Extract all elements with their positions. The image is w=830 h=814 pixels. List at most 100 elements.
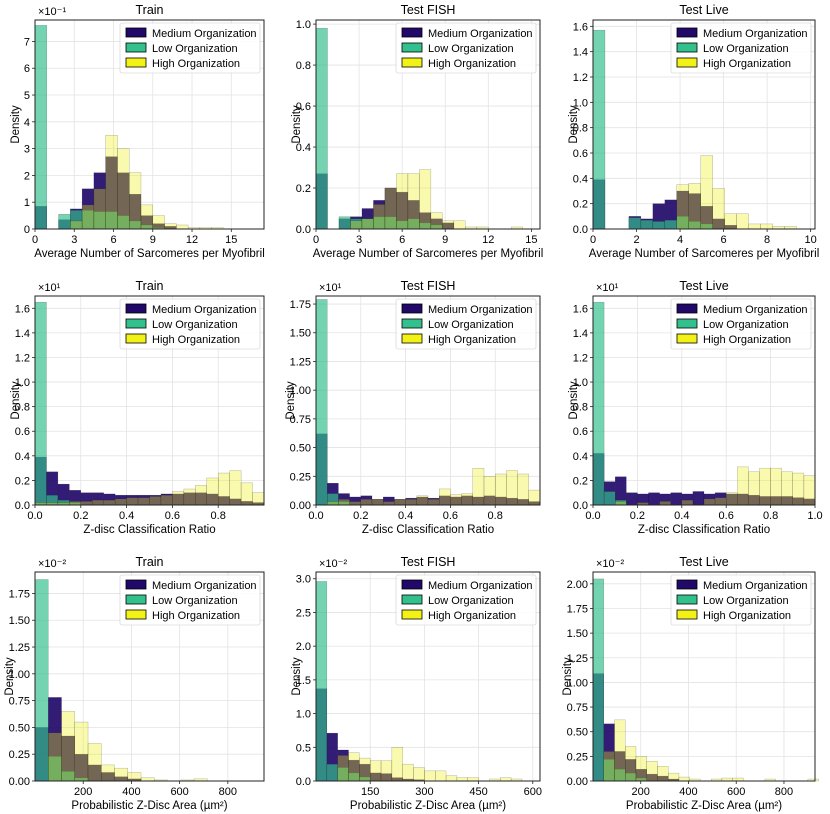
x-tick-label: 450 xyxy=(469,786,487,798)
y-tick-label: 5 xyxy=(24,90,30,102)
bar-low xyxy=(326,763,338,782)
chart-title: Train xyxy=(135,279,163,293)
x-tick-label: 8 xyxy=(764,234,770,246)
y-tick-label: 0.75 xyxy=(9,696,30,708)
bar-high xyxy=(195,485,207,506)
legend-swatch-high xyxy=(401,57,423,68)
y-tick-label: 0.75 xyxy=(567,702,588,714)
x-tick-label: 0.0 xyxy=(308,510,323,522)
bar-high xyxy=(371,499,384,506)
x-tick-label: 0.4 xyxy=(674,510,689,522)
legend-swatch-low xyxy=(125,594,147,605)
legend: Medium Organization Low Organization High … xyxy=(395,574,537,626)
bar-high xyxy=(635,756,647,782)
x-tick-label: 0 xyxy=(32,234,38,246)
bar-high xyxy=(402,763,414,782)
y-tick-label: 2.0 xyxy=(296,641,311,653)
chart-panel-4: 0.0 0.2 0.4 0.6 0.8 0.0 0.2 0.4 0.6 0.8 1.0 1.2 1.4 1… xyxy=(10,279,265,536)
bar-high xyxy=(384,187,397,230)
bar-high xyxy=(445,775,458,782)
bar-high xyxy=(453,220,466,230)
chart-panel-6: 0.0 0.2 0.4 0.6 0.8 1.0 0.0 0.2 0.4 0.6 0.8 1.0 1.2 1… xyxy=(568,279,823,536)
y-tick-label: 0.8 xyxy=(573,123,588,135)
legend-swatch-low xyxy=(401,594,423,605)
bar-high xyxy=(176,224,189,230)
bar-high xyxy=(676,184,689,230)
y-tick-label: 1.50 xyxy=(290,328,311,340)
y-axis-label: Density xyxy=(291,105,303,144)
x-tick-label: 0.6 xyxy=(165,510,180,522)
bar-high xyxy=(781,471,794,506)
legend-swatch-medium xyxy=(401,303,423,314)
legend: Medium Organization Low Organization High … xyxy=(119,298,261,350)
bar-high xyxy=(435,770,447,782)
y-tick-label: 1.75 xyxy=(9,588,30,600)
chart-title: Test Live xyxy=(679,279,728,293)
y-tick-label: 1.5 xyxy=(296,675,311,687)
legend-box xyxy=(670,298,812,350)
bar-high xyxy=(117,148,130,230)
legend: Medium Organization Low Organization High … xyxy=(670,22,812,74)
y-tick-label: 1.50 xyxy=(9,615,30,627)
y-tick-label: 0.0 xyxy=(573,224,588,236)
bar-high xyxy=(359,757,371,782)
bar-high xyxy=(657,766,669,782)
y-tick-label: 0.6 xyxy=(573,148,588,160)
bar-high xyxy=(360,499,373,506)
x-tick-label: 0.6 xyxy=(443,510,458,522)
bar-high xyxy=(681,499,694,506)
legend-label-low: Low Organization xyxy=(428,43,514,55)
bar-high xyxy=(69,501,81,506)
x-tick-label: 400 xyxy=(679,786,697,798)
legend-label-low: Low Organization xyxy=(703,43,789,55)
bar-high xyxy=(361,218,374,230)
bar-high xyxy=(748,471,760,506)
plot-frame xyxy=(34,295,265,506)
bar-high xyxy=(803,475,816,506)
x-tick-label: 2 xyxy=(633,234,639,246)
legend-swatch-high xyxy=(125,333,147,344)
legend-swatch-low xyxy=(676,318,698,329)
y-tick-label: 0.00 xyxy=(9,776,30,788)
legend-box xyxy=(670,574,812,626)
bar-low xyxy=(34,579,49,782)
bar-high xyxy=(74,721,89,782)
bar-high xyxy=(126,497,139,506)
legend-label-low: Low Organization xyxy=(703,595,789,607)
legend-label-low: Low Organization xyxy=(703,319,789,331)
x-tick-label: 6 xyxy=(110,234,116,246)
y-axis-label: Density xyxy=(285,381,297,420)
legend-label-low: Low Organization xyxy=(152,595,238,607)
y-tick-label: 0.75 xyxy=(290,414,311,426)
bar-high xyxy=(736,213,749,230)
bar-high xyxy=(217,472,230,506)
bar-low xyxy=(652,221,666,230)
bar-high xyxy=(760,223,773,230)
x-tick-label: 10 xyxy=(805,234,817,246)
y-tick-label: 0.0 xyxy=(573,500,588,512)
y-axis-label: Density xyxy=(10,105,22,144)
chart-panel-8: 150 300 450 600 0.0 0.5 1.0 1.5 2.0 2.5 3.0 Test FI… xyxy=(291,555,542,812)
bar-high xyxy=(461,493,474,506)
plot-frame xyxy=(34,571,265,782)
bar-high xyxy=(467,777,479,782)
bar-high xyxy=(419,169,432,230)
bar-low xyxy=(34,301,47,506)
bar-high xyxy=(80,501,93,506)
y-tick-label: 1.00 xyxy=(567,677,588,689)
y-tick-label: 0.0 xyxy=(296,224,311,236)
bar-high xyxy=(615,501,627,506)
y-tick-label: 0.2 xyxy=(573,199,588,211)
x-tick-label: 9 xyxy=(150,234,156,246)
bar-low xyxy=(592,578,604,782)
bar-high xyxy=(206,477,219,506)
x-tick-label: 600 xyxy=(727,786,745,798)
y-tick-label: 0.2 xyxy=(296,183,311,195)
bar-high xyxy=(252,492,265,506)
legend-swatch-high xyxy=(676,333,698,344)
legend-box xyxy=(395,298,537,350)
legend-swatch-high xyxy=(676,609,698,620)
y-tick-label: 0.5 xyxy=(296,742,311,754)
legend-label-medium: Medium Organization xyxy=(703,580,808,592)
legend: Medium Organization Low Organization High … xyxy=(670,298,812,350)
